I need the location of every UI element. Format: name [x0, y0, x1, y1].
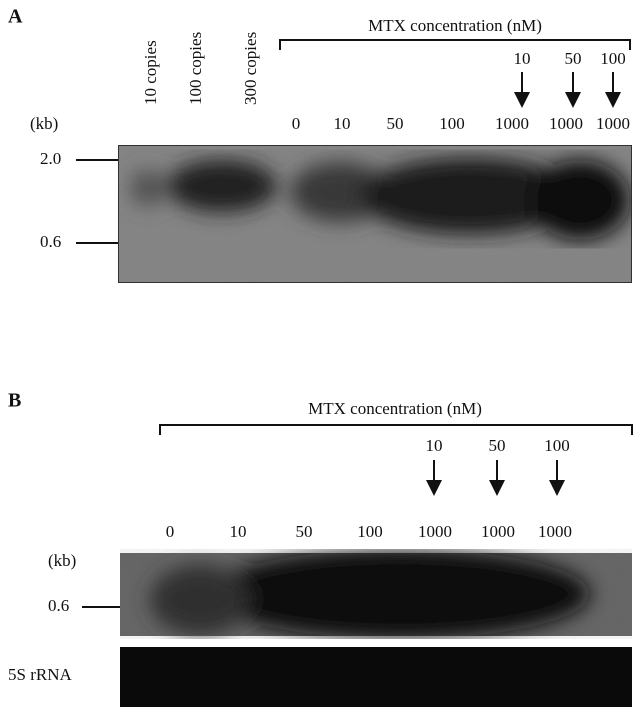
arrow-label: 10: [426, 436, 443, 455]
arrow-label: 100: [544, 436, 570, 455]
lane-label: 10: [230, 522, 247, 541]
lane-label: 1000: [538, 522, 572, 541]
bracket: [279, 39, 631, 50]
unit-label: (kb): [30, 114, 58, 133]
lane-label: 100: [357, 522, 383, 541]
loading-control-label: 5S rRNA: [8, 665, 72, 684]
lane-label: 1000: [481, 522, 515, 541]
panel-label: A: [8, 6, 23, 28]
arrow-label: 10: [514, 49, 531, 68]
unit-label: (kb): [48, 551, 76, 570]
marker-label: 0.6: [40, 232, 61, 251]
lane-label: 0: [292, 114, 301, 133]
marker-label: 0.6: [48, 596, 69, 615]
lane-label: 100: [439, 114, 465, 133]
panel-label: B: [8, 390, 21, 412]
arrow-label: 50: [489, 436, 506, 455]
header: MTX concentration (nM): [308, 399, 482, 418]
blot: [117, 144, 633, 284]
marker-label: 2.0: [40, 149, 61, 168]
lane-label: 1000: [418, 522, 452, 541]
sample-label: 10 copies: [141, 40, 160, 105]
sample-label: 100 copies: [186, 32, 205, 105]
lane-label: 1000: [596, 114, 630, 133]
sample-label: 300 copies: [241, 32, 260, 105]
blot: [120, 549, 632, 639]
lane-label: 50: [387, 114, 404, 133]
loading-control-blot: [120, 647, 632, 707]
header: MTX concentration (nM): [368, 16, 542, 35]
arrow-label: 100: [600, 49, 626, 68]
lane-label: 1000: [549, 114, 583, 133]
lane-label: 0: [166, 522, 175, 541]
lane-label: 50: [296, 522, 313, 541]
lane-label: 10: [334, 114, 351, 133]
bracket: [159, 424, 633, 435]
lane-label: 1000: [495, 114, 529, 133]
arrow-label: 50: [565, 49, 582, 68]
